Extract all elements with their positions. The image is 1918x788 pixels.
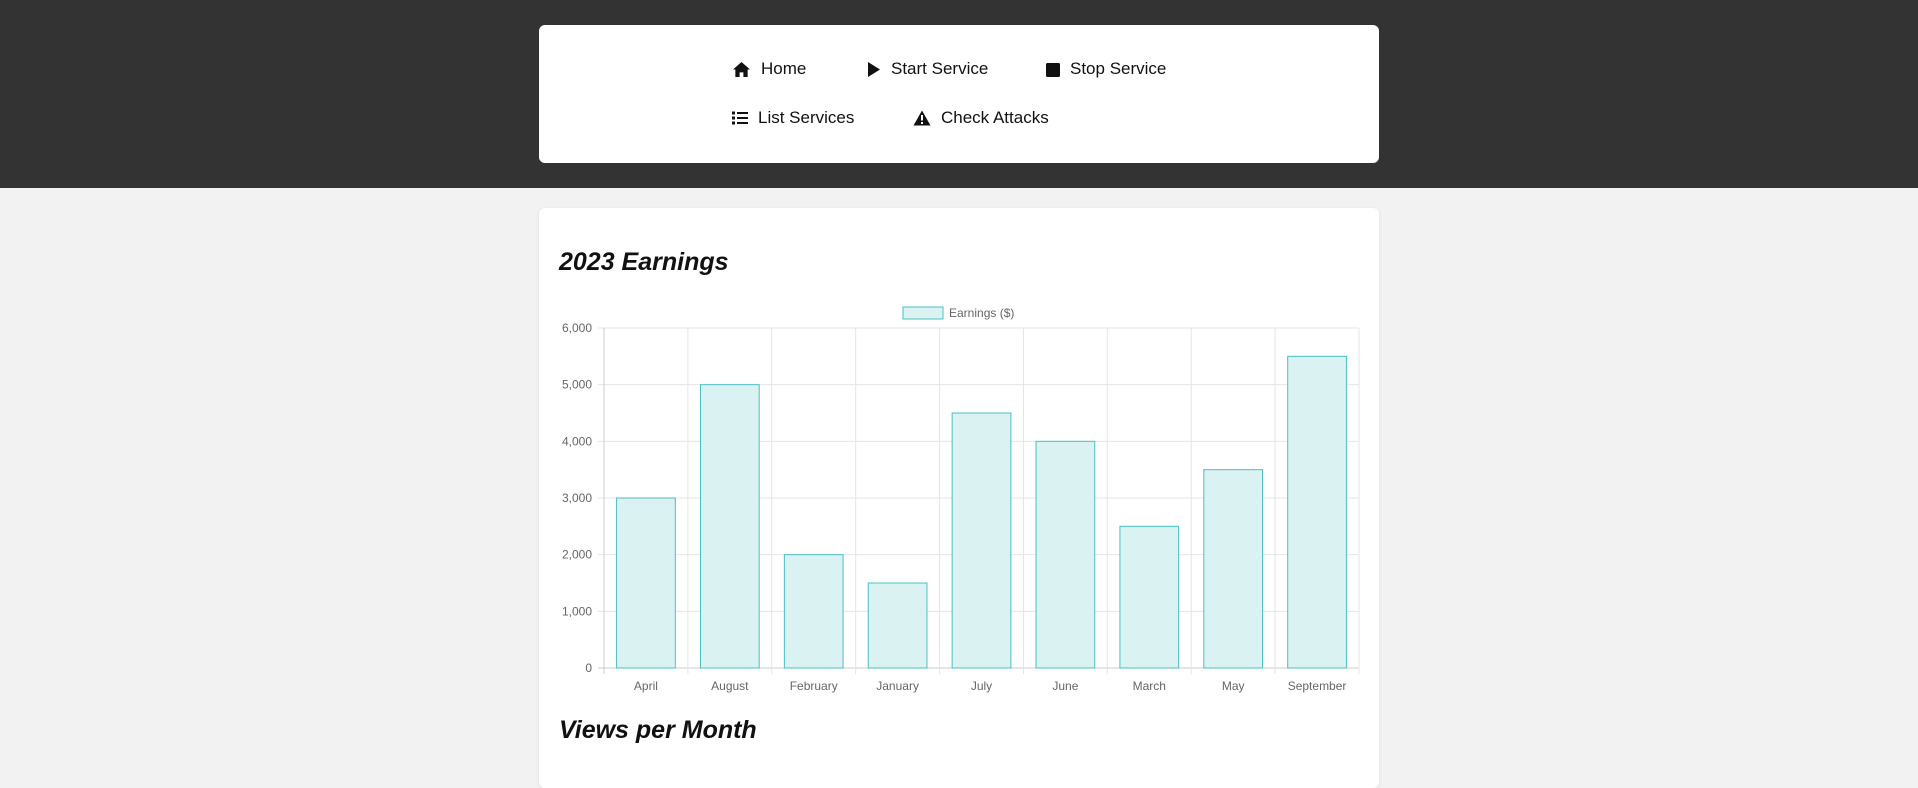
earnings-chart: 0 1,000 2,000 3,000 4,000 5,000 6,000 April Augu… [562, 306, 1360, 693]
bar-february [783, 554, 844, 669]
earnings-title: 2023 Earnings [559, 248, 729, 276]
nav-stop-service[interactable]: Stop Service [1046, 59, 1166, 79]
bar-july [951, 412, 1012, 669]
y-tick-label: 0 [585, 661, 592, 675]
x-tick-label: July [971, 679, 992, 693]
nav-home[interactable]: Home [732, 59, 806, 79]
bar-september [1287, 355, 1347, 669]
nav-stop-service-label: Stop Service [1070, 59, 1167, 78]
x-tick-label: February [790, 679, 838, 693]
x-tick-label: May [1222, 679, 1245, 693]
nav-check-attacks[interactable]: Check Attacks [913, 108, 1049, 128]
bar-april [616, 497, 676, 669]
legend-swatch [902, 306, 944, 320]
x-tick-label: August [711, 679, 749, 693]
x-tick-label: June [1052, 679, 1078, 693]
x-tick-label: September [1288, 679, 1347, 693]
nav-list-services-label: List Services [758, 108, 855, 127]
nav-list-services[interactable]: List Services [732, 108, 854, 128]
y-tick-label: 4,000 [562, 434, 592, 448]
nav-card: Home Start Service Stop Service List Ser… [539, 25, 1379, 163]
legend-label: Earnings ($) [949, 306, 1014, 320]
nav-start-service-label: Start Service [891, 59, 989, 78]
bar-june [1035, 440, 1096, 669]
warning-icon [913, 110, 931, 126]
bar-january [867, 582, 928, 669]
home-icon [732, 61, 751, 78]
content-card: 2023 Earnings 0 1,000 2,000 3,000 4,000 5,000… [539, 208, 1379, 788]
nav-home-label: Home [761, 59, 807, 78]
y-tick-label: 5,000 [562, 378, 592, 392]
play-icon [867, 61, 881, 78]
y-tick-label: 1,000 [562, 604, 592, 618]
bar-march [1119, 525, 1180, 669]
nav-check-attacks-label: Check Attacks [941, 108, 1049, 127]
nav-start-service[interactable]: Start Service [867, 59, 988, 79]
y-tick-label: 3,000 [562, 491, 592, 505]
x-tick-label: April [634, 679, 658, 693]
bar-august [699, 384, 760, 669]
list-icon [732, 110, 748, 126]
y-tick-label: 2,000 [562, 548, 592, 562]
views-title: Views per Month [559, 716, 757, 744]
y-tick-label: 6,000 [562, 321, 592, 335]
stop-icon [1046, 62, 1060, 77]
top-bar: Home Start Service Stop Service List Ser… [0, 0, 1918, 188]
bar-may [1203, 469, 1264, 669]
x-tick-label: March [1133, 679, 1166, 693]
x-tick-label: January [876, 679, 919, 693]
